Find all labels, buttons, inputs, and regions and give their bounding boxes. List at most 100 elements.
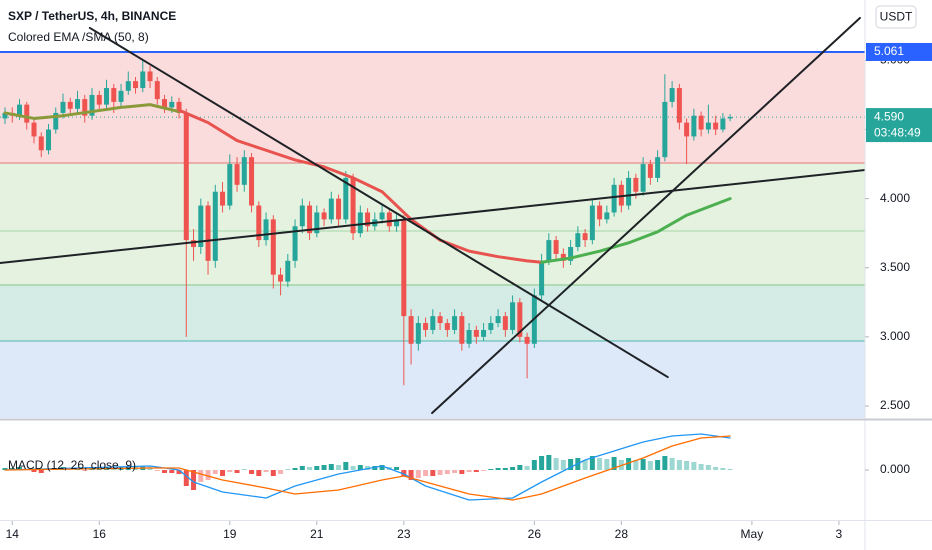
symbol-title: SXP / TetherUS, 4h, BINANCE [8, 9, 176, 23]
candle-body [568, 247, 574, 261]
candle-body [676, 88, 682, 123]
candle-body [270, 219, 276, 275]
histogram-bar [307, 467, 313, 470]
macd-pane [2, 433, 733, 501]
histogram-bar [328, 464, 334, 470]
histogram-bar [2, 468, 8, 470]
candle-body [147, 71, 153, 82]
histogram-bar [256, 470, 262, 476]
candle-body [524, 336, 530, 344]
price-pane [0, 16, 865, 418]
candle-body [256, 205, 262, 241]
candle-body [604, 212, 610, 220]
candle-body [38, 136, 44, 151]
histogram-bar [31, 470, 37, 472]
candle-body [589, 205, 595, 241]
currency-button[interactable] [875, 5, 917, 29]
candle-body [444, 323, 450, 330]
candle-body [705, 122, 711, 130]
y-tick-label: 3.500 [880, 260, 910, 274]
level-price-label: 5.061 [874, 44, 904, 58]
candle-body [481, 329, 487, 337]
histogram-bar [241, 469, 247, 470]
y-tick-label: 2.500 [880, 398, 910, 412]
candle-body [495, 316, 501, 324]
histogram-bar [299, 466, 305, 470]
candle-body [140, 71, 146, 89]
candle-body [104, 88, 110, 105]
histogram-bar [183, 470, 189, 486]
histogram-bar [705, 465, 711, 470]
histogram-bar [655, 460, 661, 470]
candle-body [191, 240, 197, 248]
candle-body [698, 115, 704, 130]
candle-body [133, 81, 139, 89]
candle-body [31, 122, 37, 137]
moving-average [540, 197, 732, 264]
candle-body [430, 316, 436, 330]
candle-body [408, 316, 414, 344]
candle-body [437, 316, 443, 324]
candle-body [350, 177, 356, 234]
x-tick-label: 26 [528, 527, 542, 541]
candle-body [125, 81, 131, 91]
histogram-bar [676, 460, 682, 470]
histogram-bar [270, 470, 276, 476]
x-tick-label: 28 [615, 527, 629, 541]
candle-body [176, 101, 182, 113]
candle-body [640, 164, 646, 192]
histogram-bar [249, 470, 255, 474]
candle-body [227, 164, 233, 206]
histogram-bar [314, 466, 320, 470]
candle-body [611, 184, 617, 213]
zone [0, 162, 865, 286]
x-tick-label: 19 [223, 527, 237, 541]
candle-body [343, 177, 349, 220]
candle-body [560, 253, 566, 261]
candle-body [307, 205, 313, 234]
histogram-bar [466, 470, 472, 472]
candle-body [53, 112, 59, 130]
y-tick-label: 4.000 [880, 191, 910, 205]
candle-body [278, 274, 284, 282]
y-tick-label: 3.000 [880, 329, 910, 343]
y-tick-label: 0.000 [880, 462, 910, 476]
indicator-title: Colored EMA /SMA (50, 8) [8, 30, 149, 44]
overlay: SXP / TetherUS, 4h, BINANCE Colored EMA … [8, 5, 932, 472]
histogram-bar [546, 455, 552, 470]
histogram-bar [357, 465, 363, 470]
candle-body [423, 323, 429, 330]
candle-body [488, 323, 494, 330]
candle-body [597, 205, 603, 220]
histogram-bar [459, 470, 465, 474]
candle-body [633, 177, 639, 192]
histogram-bar [553, 458, 559, 470]
histogram-bar [212, 470, 218, 474]
histogram-bar [626, 458, 632, 470]
histogram-bar [169, 470, 175, 473]
candle-body [162, 99, 168, 108]
histogram-bar [502, 468, 508, 470]
x-tick-label: 16 [93, 527, 107, 541]
candle-body [452, 316, 458, 330]
histogram-bar [720, 468, 726, 470]
candle-body [212, 191, 218, 261]
moving-average [177, 108, 544, 264]
x-tick-label: 3 [836, 527, 843, 541]
trend-line [88, 26, 669, 379]
candle-body [379, 212, 385, 220]
histogram-bar [234, 470, 240, 473]
zone [0, 341, 865, 418]
candle-body [720, 118, 726, 130]
histogram-bar [517, 465, 523, 470]
candle-body [75, 99, 81, 109]
candle-body [328, 198, 334, 220]
x-tick-label: 21 [310, 527, 324, 541]
currency-label[interactable]: USDT [880, 10, 913, 24]
histogram-bar [205, 470, 211, 480]
candle-body [510, 302, 516, 330]
level-price-box [866, 42, 932, 61]
histogram-bar [473, 470, 479, 472]
